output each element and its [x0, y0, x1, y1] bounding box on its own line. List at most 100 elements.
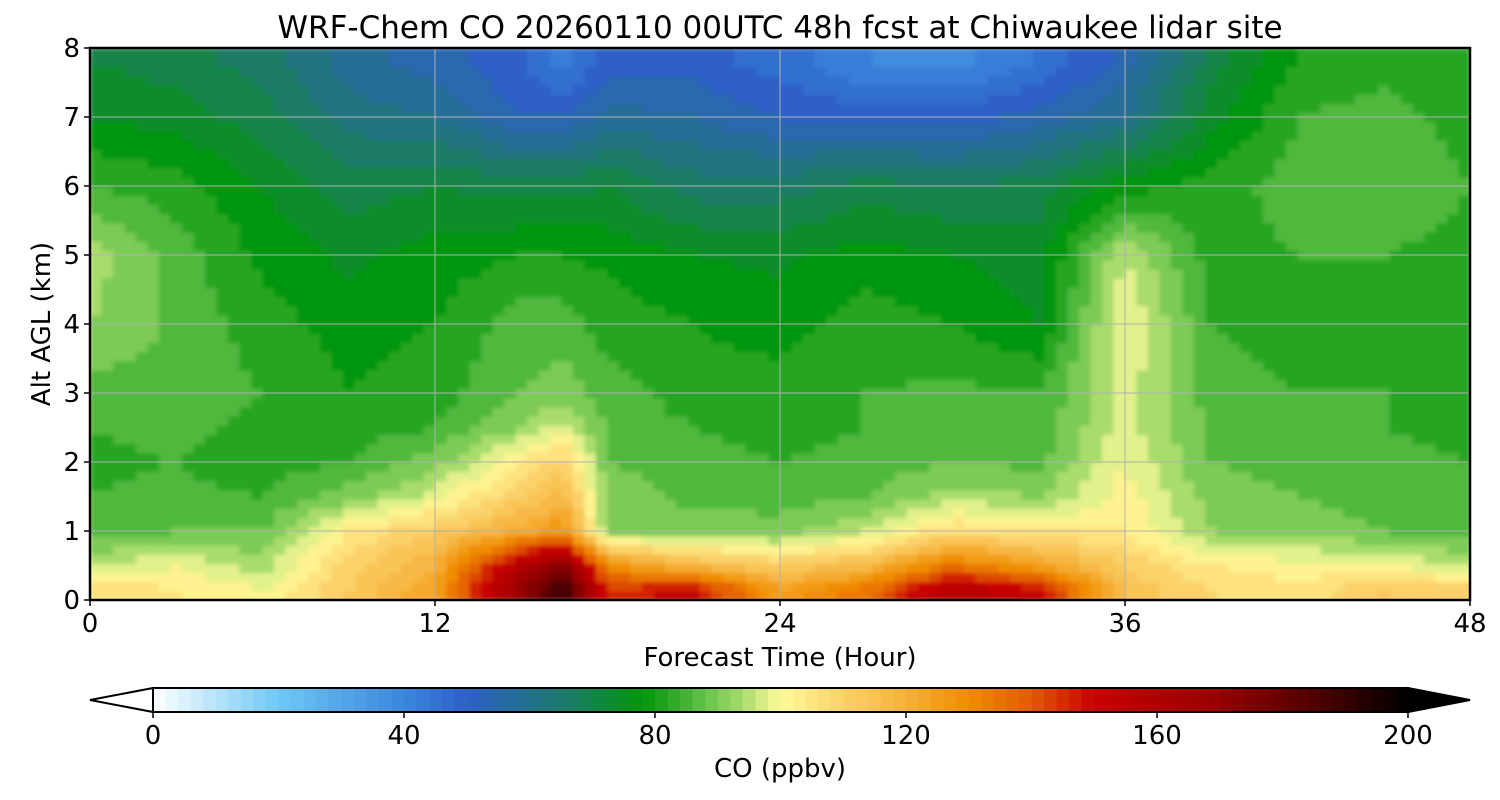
heatmap-cell	[515, 554, 528, 564]
heatmap-cell	[665, 379, 678, 389]
heatmap-cell	[1217, 471, 1230, 481]
heatmap-cell	[458, 544, 471, 555]
heatmap-cell	[734, 333, 747, 343]
heatmap-cell	[1194, 416, 1207, 426]
heatmap-cell	[274, 425, 287, 435]
heatmap-cell	[1159, 480, 1172, 491]
heatmap-cell	[1194, 351, 1207, 362]
heatmap-cell	[665, 517, 678, 527]
heatmap-cell	[354, 480, 367, 491]
heatmap-cell	[308, 590, 321, 600]
heatmap-cell	[872, 241, 885, 251]
heatmap-cell	[193, 314, 206, 325]
heatmap-cell	[1148, 324, 1161, 334]
heatmap-cell	[1171, 379, 1184, 389]
heatmap-cell	[1309, 222, 1322, 233]
heatmap-cell	[895, 333, 908, 343]
heatmap-cell	[952, 581, 965, 592]
heatmap-cell	[228, 572, 241, 583]
heatmap-cell	[619, 360, 632, 371]
heatmap-cell	[1159, 443, 1172, 454]
heatmap-cell	[170, 360, 183, 371]
heatmap-cell	[665, 508, 678, 518]
heatmap-cell	[1263, 232, 1276, 242]
heatmap-cell	[550, 379, 563, 389]
heatmap-cell	[1378, 296, 1391, 307]
heatmap-cell	[205, 489, 218, 500]
heatmap-cell	[895, 360, 908, 371]
heatmap-cell	[630, 213, 643, 224]
heatmap-cell	[1286, 305, 1299, 316]
heatmap-cell	[780, 232, 793, 242]
heatmap-cell	[377, 489, 390, 500]
heatmap-cell	[1217, 397, 1230, 408]
heatmap-cell	[1194, 232, 1207, 242]
heatmap-cell	[458, 480, 471, 491]
heatmap-cell	[998, 544, 1011, 555]
heatmap-cell	[527, 241, 540, 251]
heatmap-cell	[987, 535, 1000, 546]
heatmap-cell	[584, 324, 597, 334]
heatmap-cell	[389, 370, 402, 380]
heatmap-cell	[665, 563, 678, 573]
heatmap-cell	[665, 462, 678, 472]
heatmap-cell	[538, 305, 551, 316]
heatmap-cell	[205, 379, 218, 389]
heatmap-cell	[895, 535, 908, 546]
heatmap-cell	[1228, 397, 1241, 408]
heatmap-cell	[837, 498, 850, 509]
heatmap-cell	[400, 498, 413, 509]
heatmap-cell	[550, 268, 563, 279]
heatmap-cell	[90, 425, 103, 435]
heatmap-cell	[780, 213, 793, 224]
heatmap-cell	[630, 305, 643, 316]
heatmap-cell	[1205, 508, 1218, 518]
heatmap-cell	[757, 452, 770, 463]
heatmap-cell	[285, 314, 298, 325]
heatmap-cell	[1205, 434, 1218, 445]
heatmap-cell	[423, 508, 436, 518]
heatmap-cell	[1412, 517, 1425, 527]
heatmap-cell	[722, 232, 735, 242]
heatmap-cell	[285, 572, 298, 583]
heatmap-cell	[780, 379, 793, 389]
heatmap-cell	[331, 296, 344, 307]
heatmap-cell	[584, 333, 597, 343]
heatmap-cell	[1044, 554, 1057, 564]
heatmap-cell	[1263, 416, 1276, 426]
heatmap-cell	[1424, 471, 1437, 481]
heatmap-cell	[538, 581, 551, 592]
heatmap-cell	[1021, 434, 1034, 445]
heatmap-cell	[1228, 480, 1241, 491]
heatmap-cell	[584, 425, 597, 435]
heatmap-cell	[688, 563, 701, 573]
heatmap-cell	[1090, 379, 1103, 389]
heatmap-cell	[872, 535, 885, 546]
heatmap-cell	[331, 581, 344, 592]
heatmap-cell	[814, 443, 827, 454]
heatmap-cell	[308, 508, 321, 518]
heatmap-cell	[1355, 517, 1368, 527]
heatmap-cell	[343, 590, 356, 600]
heatmap-cell	[1171, 471, 1184, 481]
heatmap-cell	[262, 480, 275, 491]
heatmap-cell	[182, 462, 195, 472]
heatmap-cell	[458, 213, 471, 224]
heatmap-cell	[1378, 342, 1391, 353]
heatmap-cell	[515, 590, 528, 600]
heatmap-cell	[734, 434, 747, 445]
heatmap-cell	[1378, 581, 1391, 592]
heatmap-cell	[573, 241, 586, 251]
heatmap-cell	[964, 278, 977, 288]
heatmap-cell	[561, 425, 574, 435]
heatmap-cell	[389, 314, 402, 325]
heatmap-cell	[1274, 379, 1287, 389]
heatmap-cell	[745, 544, 758, 555]
heatmap-cell	[193, 296, 206, 307]
heatmap-cell	[239, 434, 252, 445]
heatmap-cell	[1297, 563, 1310, 573]
heatmap-cell	[1389, 305, 1402, 316]
heatmap-cell	[745, 360, 758, 371]
heatmap-cell	[412, 370, 425, 380]
heatmap-cell	[550, 370, 563, 380]
